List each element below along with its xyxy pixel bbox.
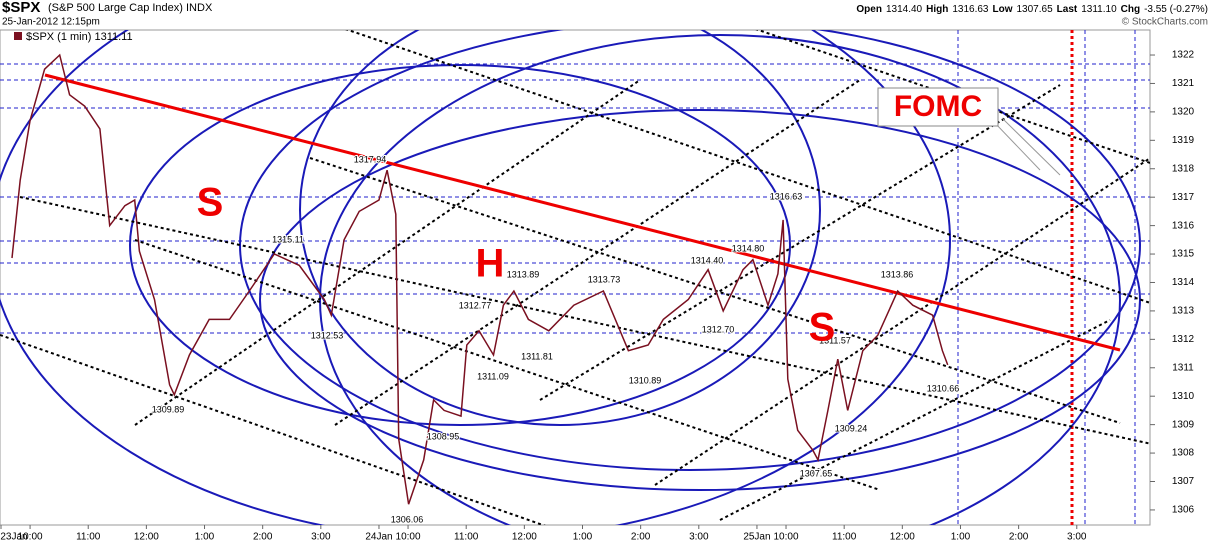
price-label: 1314.80 [732,243,765,253]
x-tick-label: 12:00 [890,532,915,543]
quote-label: High [926,4,948,15]
quote-label: Last [1057,4,1078,15]
price-label: 1311.57 [819,335,851,345]
price-label: 1309.24 [835,423,868,433]
x-tick-label: 3:00 [1067,532,1087,543]
x-tick-label: 11:00 [76,532,101,543]
y-tick-label: 1309 [1172,419,1195,430]
timestamp: 25-Jan-2012 12:15pm [2,17,100,28]
legend-swatch [14,32,22,40]
y-tick-label: 1319 [1172,135,1195,146]
quote-value: 1314.40 [886,4,923,15]
y-tick-label: 1312 [1172,334,1195,345]
x-tick-label: 12:00 [134,532,159,543]
event-box [877,87,999,127]
price-label: 1312.53 [311,330,344,340]
quote: Open 1314.40 High 1316.63 Low 1307.65 Last 1311… [856,4,1208,15]
x-tick-label: 1:00 [573,532,593,543]
y-tick-label: 1322 [1172,50,1195,61]
price-label: 1311.81 [521,351,553,361]
price-label: 1308.95 [427,431,460,441]
y-tick-label: 1318 [1172,163,1195,174]
x-tick-label: 2:00 [1009,532,1029,543]
marks: 1306 1307 1308 1309 1310 1311 1312 1313 1314 1315… [0,31,1194,543]
y-tick-label: 1321 [1172,78,1195,89]
x-tick-label: 11:00 [454,532,479,543]
price-label: 1314.40 [691,255,724,265]
y-tick-label: 1316 [1172,220,1195,231]
price-line [11,53,949,505]
x-tick-label: 10:00 [396,532,421,543]
x-tick-label: 10:00 [18,532,43,543]
price-label: 1310.89 [629,375,662,385]
x-tick-label: 2:00 [631,532,651,543]
y-tick-label: 1311 [1172,362,1194,373]
y-tick-label: 1314 [1172,277,1195,288]
price-label: 1313.73 [588,274,621,284]
quote-value: 1307.65 [1017,4,1054,15]
pattern-label: H [476,242,505,286]
price-label: 1313.89 [507,269,540,279]
price-label: 1306.06 [391,514,424,524]
x-tick-label: 23Jan [0,532,27,543]
quote-label: Open [856,4,882,15]
x-tick-label: 3:00 [311,532,331,543]
y-tick-label: 1310 [1172,391,1195,402]
y-tick-label: 1315 [1172,249,1195,260]
y-tick-label: 1308 [1172,448,1195,459]
price-label: 1312.77 [459,300,492,310]
x-tick-label: 1:00 [195,532,215,543]
event-label: FOMC [894,90,982,123]
x-tick-label: 25Jan [743,532,770,543]
quote-value: 1316.63 [952,4,989,15]
x-tick-label: 12:00 [512,532,537,543]
x-tick-label: 11:00 [832,532,857,543]
x-tick-label: 10:00 [774,532,799,543]
y-tick-label: 1317 [1172,192,1195,203]
index-name: (S&P 500 Large Cap Index) INDX [48,2,213,14]
callout-line [1001,117,1061,176]
y-tick-label: 1306 [1172,505,1195,516]
trend-line [44,73,1121,352]
price-label: 1310.66 [927,383,960,393]
quote-value: -3.55 (-0.27%) [1144,4,1208,15]
legend-label: $SPX (1 min) 1311.11 [26,31,133,43]
price-label: 1313.86 [881,269,914,279]
pattern-label: S [809,306,836,350]
price-label: 1309.89 [152,404,185,414]
credit: © StockCharts.com [1122,17,1208,28]
x-tick-label: 1:00 [951,532,971,543]
price-label: 1312.70 [702,324,735,334]
price-label: 1311.09 [477,371,509,381]
x-tick-label: 24Jan [365,532,392,543]
y-tick-label: 1320 [1172,107,1195,118]
quote-label: Low [993,4,1013,15]
x-tick-label: 3:00 [689,532,709,543]
quote-label: Chg [1121,4,1140,15]
price-label: 1315.11 [272,234,304,244]
price-label: 1317.94 [354,154,387,164]
y-tick-label: 1307 [1172,476,1195,487]
price-label: 1307.65 [800,468,833,478]
callout-line [993,121,1041,171]
symbol: $SPX [2,0,40,16]
pattern-label: S [197,181,224,225]
ellipses [0,30,1141,525]
x-tick-label: 2:00 [253,532,273,543]
y-tick-label: 1313 [1172,306,1195,317]
price-label: 1316.63 [770,191,803,201]
quote-value: 1311.10 [1081,4,1117,15]
